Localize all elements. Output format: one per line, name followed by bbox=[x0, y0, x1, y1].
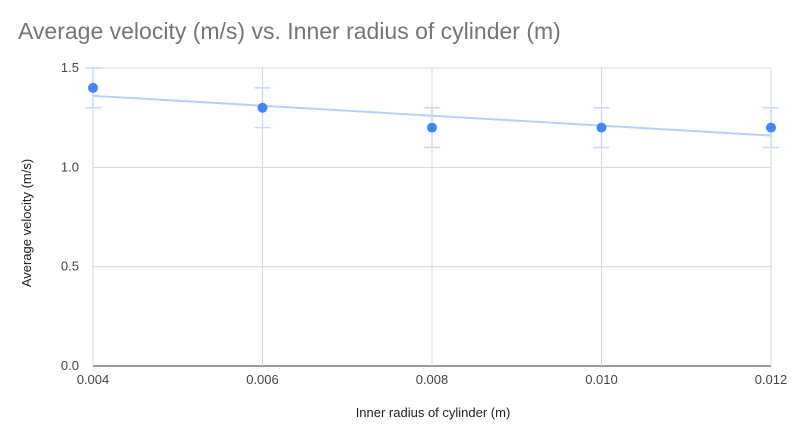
y-tick-label: 0.0 bbox=[61, 358, 79, 373]
data-point bbox=[88, 82, 98, 93]
data-point bbox=[427, 122, 437, 133]
x-axis-title: Inner radius of cylinder (m) bbox=[356, 405, 511, 420]
y-axis-title: Average velocity (m/s) bbox=[19, 159, 34, 287]
tick-labels: 0.0 0.5 1.0 1.5 0.004 0.006 0.008 0.010 0.012 bbox=[61, 60, 787, 387]
data-point bbox=[596, 122, 607, 133]
x-tick-label: 0.008 bbox=[416, 372, 449, 387]
x-tick-label: 0.012 bbox=[755, 372, 788, 387]
data-points bbox=[88, 82, 776, 133]
x-tick-label: 0.010 bbox=[585, 372, 618, 387]
x-tick-label: 0.006 bbox=[246, 372, 279, 387]
data-point bbox=[766, 122, 776, 133]
y-tick-label: 1.5 bbox=[61, 60, 79, 75]
chart-title: Average velocity (m/s) vs. Inner radius … bbox=[18, 18, 561, 44]
y-tick-label: 1.0 bbox=[61, 159, 79, 174]
data-point bbox=[257, 102, 268, 113]
x-tick-label: 0.004 bbox=[77, 372, 110, 387]
y-tick-label: 0.5 bbox=[61, 259, 79, 274]
